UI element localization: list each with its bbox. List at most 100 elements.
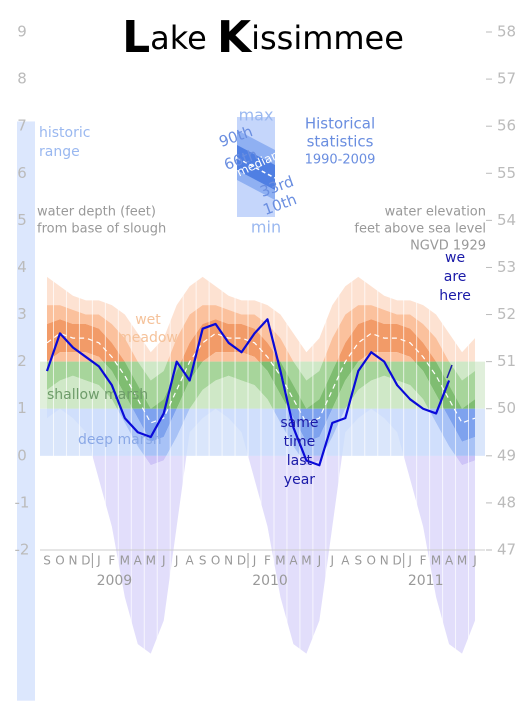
- annotation: we: [445, 250, 465, 266]
- x-tick-label: M: [431, 554, 441, 568]
- band-group: [92, 455, 475, 654]
- x-tick-label: D: [237, 554, 246, 568]
- y-tick-label: 1: [17, 399, 27, 417]
- y-tick-label: 2: [17, 352, 27, 370]
- legend-title: Historical: [305, 115, 375, 133]
- x-tick-label: A: [186, 554, 195, 568]
- percentile-band: [47, 319, 437, 362]
- percentile-band: [137, 361, 475, 381]
- chart-title: Lake Kissimmee: [122, 12, 404, 63]
- y2-tick-label: 56: [497, 117, 516, 135]
- annotation: time: [284, 434, 316, 450]
- y-tick-label: 6: [17, 164, 27, 182]
- legend-label: max: [239, 106, 274, 125]
- x-tick-label: O: [367, 554, 376, 568]
- x-tick-label: J: [174, 554, 179, 568]
- y2-tick-label: 48: [497, 493, 516, 511]
- year-label: 2011: [408, 573, 444, 589]
- x-tick-label: O: [211, 554, 220, 568]
- x-tick-label: M: [457, 554, 467, 568]
- x-tick-label: F: [420, 554, 427, 568]
- zone-label: wet: [135, 312, 161, 328]
- x-tick-label: A: [445, 554, 454, 568]
- y2-tick-label: 52: [497, 305, 516, 323]
- y2-axis-label: NGVD 1929: [410, 239, 486, 254]
- year-label: 2009: [97, 573, 133, 589]
- y-tick-label: 7: [17, 117, 27, 135]
- y2-tick-label: 47: [497, 541, 516, 559]
- y-tick-label: 9: [17, 23, 27, 41]
- x-tick-label: M: [146, 554, 156, 568]
- x-tick-label: J: [317, 554, 322, 568]
- y2-tick-label: 53: [497, 258, 516, 276]
- x-tick-label: N: [224, 554, 233, 568]
- annotation: are: [444, 269, 467, 285]
- percentile-band: [47, 276, 475, 362]
- x-tick-label: J: [161, 554, 166, 568]
- x-tick-label: A: [134, 554, 143, 568]
- x-tick-label: D: [393, 554, 402, 568]
- zone-label: meadow: [118, 330, 178, 346]
- y-tick-label: 0: [17, 446, 27, 464]
- x-tick-label: A: [341, 554, 350, 568]
- percentile-band: [47, 408, 456, 456]
- x-tick-label: F: [264, 554, 271, 568]
- y-tick-label: 8: [17, 70, 27, 88]
- percentile-band: [92, 455, 475, 654]
- historic-range-label: historic: [39, 125, 90, 141]
- percentile-band: [47, 361, 444, 409]
- historic-range-label: range: [39, 144, 80, 160]
- x-tick-label: S: [43, 554, 51, 568]
- percentile-band: [47, 305, 450, 362]
- y2-axis-label: feet above sea level: [354, 222, 486, 237]
- annotation: same: [280, 415, 318, 431]
- percentile-band: [47, 375, 429, 409]
- y2-tick-label: 51: [497, 352, 516, 370]
- percentile-band: [103, 361, 475, 409]
- x-tick-label: J: [472, 554, 477, 568]
- y2-tick-label: 54: [497, 211, 516, 229]
- x-tick-label: M: [301, 554, 311, 568]
- x-tick-label: J: [330, 554, 335, 568]
- zone-label: shallow marsh: [47, 387, 148, 403]
- y-axis-label: from base of slough: [37, 222, 166, 237]
- y-tick-label: 5: [17, 211, 27, 229]
- y-tick-label: -2: [15, 541, 30, 559]
- x-tick-label: M: [120, 554, 130, 568]
- y2-tick-label: 55: [497, 164, 516, 182]
- x-tick-label: J: [407, 554, 412, 568]
- y2-tick-label: 49: [497, 446, 516, 464]
- percentile-band: [132, 408, 475, 442]
- x-tick-label: J: [96, 554, 101, 568]
- legend-label: min: [251, 218, 281, 237]
- x-tick-label: N: [380, 554, 389, 568]
- y2-tick-label: 50: [497, 399, 516, 417]
- legend-title: statistics: [307, 133, 374, 151]
- annotation: year: [284, 472, 315, 488]
- y2-axis-label: water elevation: [385, 205, 486, 220]
- percentile-band: [144, 455, 475, 466]
- y2-tick-label: 58: [497, 23, 516, 41]
- historic-range: [17, 121, 35, 701]
- band-group: [47, 276, 475, 362]
- year-label: 2010: [252, 573, 288, 589]
- annotation: last: [287, 453, 313, 469]
- legend-title: 1990-2009: [305, 153, 376, 168]
- x-tick-label: F: [108, 554, 115, 568]
- y2-tick-label: 57: [497, 70, 516, 88]
- water-level-line: [45, 318, 451, 467]
- x-tick-label: O: [55, 554, 64, 568]
- pointer: [446, 364, 453, 379]
- y-tick-label: 3: [17, 305, 27, 323]
- x-tick-label: S: [199, 554, 207, 568]
- x-tick-label: M: [275, 554, 285, 568]
- x-tick-label: N: [68, 554, 77, 568]
- y-axis-label: water depth (feet): [37, 205, 156, 220]
- x-tick-label: J: [252, 554, 257, 568]
- x-tick-label: S: [354, 554, 362, 568]
- legend-swatch: [236, 117, 276, 217]
- annotation: here: [439, 288, 471, 304]
- x-tick-label: A: [289, 554, 298, 568]
- zone-label: deep marsh: [78, 432, 162, 448]
